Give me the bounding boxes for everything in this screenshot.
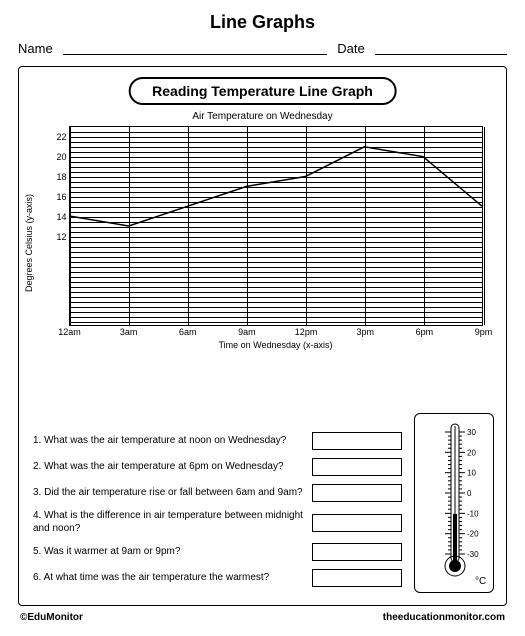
thermometer-svg: 30 20 10 0 -10 -20 -30 °C bbox=[415, 414, 495, 594]
x-tick-label: 9pm bbox=[475, 325, 493, 337]
footer-right: theeducationmonitor.com bbox=[383, 612, 505, 623]
question-text: 1. What was the air temperature at noon … bbox=[33, 435, 304, 448]
thermometer-graphic: 30 20 10 0 -10 -20 -30 °C bbox=[414, 413, 494, 593]
answer-box[interactable] bbox=[312, 543, 402, 561]
y-tick-label: 16 bbox=[56, 192, 69, 202]
svg-text:30: 30 bbox=[467, 428, 476, 437]
svg-text:-20: -20 bbox=[467, 530, 479, 539]
question-text: 4. What is the difference in air tempera… bbox=[33, 510, 304, 535]
x-tick-label: 3pm bbox=[356, 325, 374, 337]
worksheet-panel: Reading Temperature Line Graph Air Tempe… bbox=[18, 66, 507, 606]
name-label: Name bbox=[18, 39, 53, 56]
question-text: 3. Did the air temperature rise or fall … bbox=[33, 487, 304, 500]
page-title: Line Graphs bbox=[18, 12, 507, 33]
svg-text:-10: -10 bbox=[467, 509, 479, 518]
question-row: 2. What was the air temperature at 6pm o… bbox=[33, 458, 402, 476]
question-text: 5. Was it warmer at 9am or 9pm? bbox=[33, 546, 304, 559]
y-tick-label: 12 bbox=[56, 232, 69, 242]
question-text: 2. What was the air temperature at 6pm o… bbox=[33, 461, 304, 474]
y-tick-label: 22 bbox=[56, 132, 69, 142]
answer-box[interactable] bbox=[312, 432, 402, 450]
footer-left: ©EduMonitor bbox=[20, 612, 83, 623]
x-tick-label: 3am bbox=[120, 325, 138, 337]
thermometer-unit: °C bbox=[475, 576, 486, 587]
svg-text:10: 10 bbox=[467, 469, 476, 478]
chart-title: Air Temperature on Wednesday bbox=[29, 111, 496, 122]
question-row: 4. What is the difference in air tempera… bbox=[33, 510, 402, 535]
svg-text:20: 20 bbox=[467, 448, 476, 457]
answer-box[interactable] bbox=[312, 484, 402, 502]
y-axis-label: Degrees Celsius (y-axis) bbox=[24, 194, 34, 292]
answer-box[interactable] bbox=[312, 569, 402, 587]
x-tick-label: 9am bbox=[238, 325, 256, 337]
question-row: 5. Was it warmer at 9am or 9pm? bbox=[33, 543, 402, 561]
answer-box[interactable] bbox=[312, 514, 402, 532]
question-row: 1. What was the air temperature at noon … bbox=[33, 432, 402, 450]
date-label: Date bbox=[337, 39, 364, 56]
svg-text:0: 0 bbox=[467, 489, 472, 498]
x-axis-label: Time on Wednesday (x-axis) bbox=[69, 340, 483, 350]
answer-box[interactable] bbox=[312, 458, 402, 476]
x-tick-label: 6am bbox=[179, 325, 197, 337]
name-field-line[interactable] bbox=[63, 39, 328, 55]
x-tick-label: 6pm bbox=[416, 325, 434, 337]
y-tick-label: 18 bbox=[56, 172, 69, 182]
question-text: 6. At what time was the air temperature … bbox=[33, 572, 304, 585]
y-tick-label: 20 bbox=[56, 152, 69, 162]
question-row: 6. At what time was the air temperature … bbox=[33, 569, 402, 587]
name-date-row: Name Date bbox=[18, 39, 507, 56]
chart-plot-area: 12am3am6am9am12pm3pm6pm9pm121416182022 bbox=[69, 126, 483, 326]
x-tick-label: 12pm bbox=[295, 325, 318, 337]
question-row: 3. Did the air temperature rise or fall … bbox=[33, 484, 402, 502]
x-tick-label: 12am bbox=[58, 325, 81, 337]
y-tick-label: 14 bbox=[56, 212, 69, 222]
date-field-line[interactable] bbox=[375, 39, 507, 55]
worksheet-subtitle-pill: Reading Temperature Line Graph bbox=[128, 77, 397, 105]
page-footer: ©EduMonitor theeducationmonitor.com bbox=[18, 612, 507, 623]
questions-list: 1. What was the air temperature at noon … bbox=[33, 432, 402, 595]
svg-text:-30: -30 bbox=[467, 550, 479, 559]
chart-container: Degrees Celsius (y-axis) 12am3am6am9am12… bbox=[43, 126, 483, 350]
